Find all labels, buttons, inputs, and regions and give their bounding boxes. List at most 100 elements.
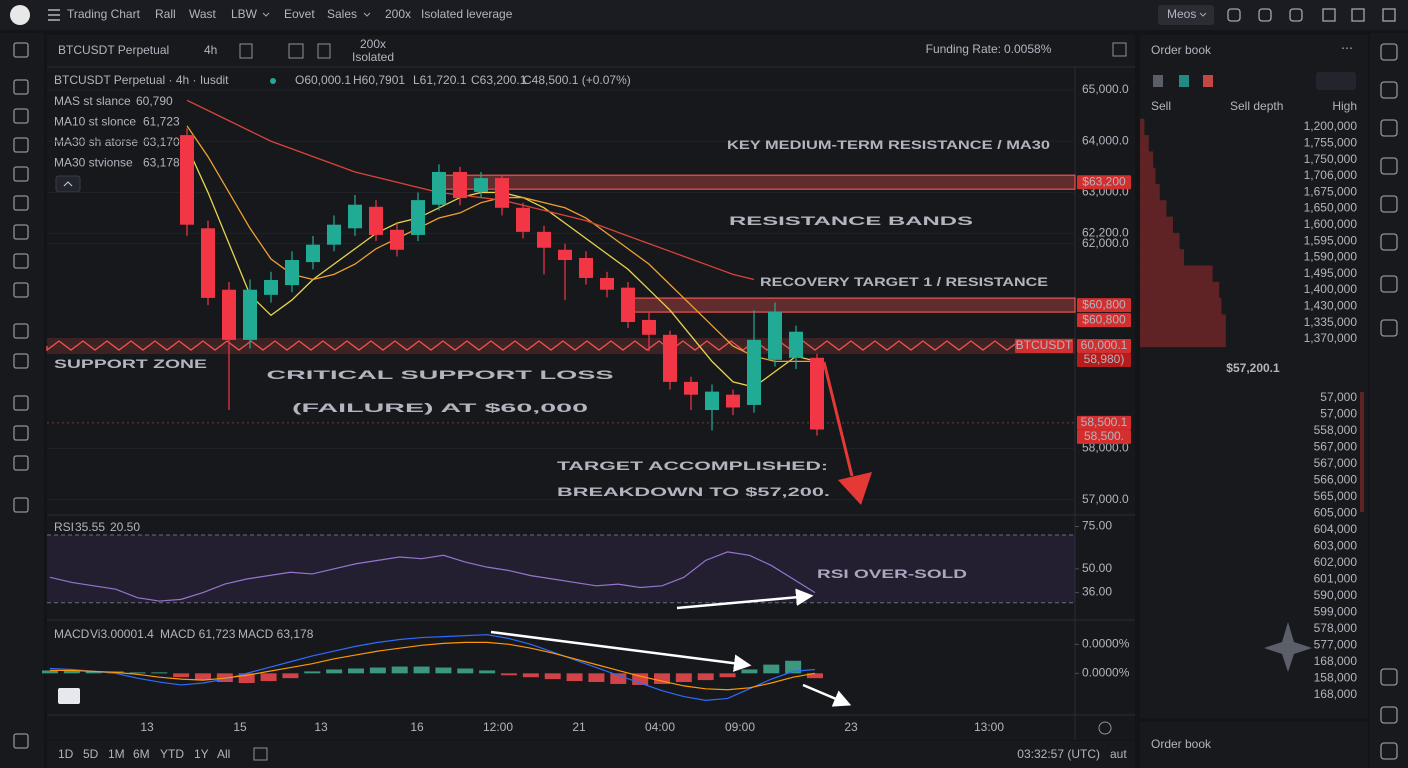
- range-button[interactable]: 1D: [58, 747, 74, 761]
- drawing-tool-icon[interactable]: [13, 42, 29, 58]
- drawing-tool-icon[interactable]: [13, 282, 29, 298]
- indicators-icon[interactable]: [288, 43, 304, 59]
- range-button[interactable]: All: [217, 747, 230, 761]
- price-tag-bg: [1077, 313, 1131, 328]
- window-icon[interactable]: [1289, 8, 1303, 22]
- range-button[interactable]: 5D: [83, 747, 99, 761]
- macd-histogram-bar: [304, 671, 321, 674]
- drawing-tool-icon[interactable]: [13, 353, 29, 369]
- top-menu-item[interactable]: Eovet: [284, 7, 315, 21]
- y-tick-label: 0.0000%: [1082, 666, 1130, 680]
- bid-price: 601,000: [1314, 572, 1358, 586]
- ask-depth-bar: [1140, 232, 1180, 250]
- top-menu-item[interactable]: 200x: [385, 7, 411, 21]
- macd-histogram-bar: [326, 669, 343, 674]
- drawing-tool-icon[interactable]: [13, 253, 29, 269]
- book-view-icon[interactable]: [1153, 75, 1163, 87]
- menu-icon[interactable]: [48, 9, 60, 21]
- live-dot: [270, 78, 276, 84]
- macd-signal-label: Vi3.00001.4: [90, 627, 154, 641]
- legend-title: BTCUSDT Perpetual · 4h · Iusdit: [54, 73, 229, 87]
- ask-price: 1,706,000: [1304, 168, 1358, 182]
- drawing-tool-icon[interactable]: [13, 108, 29, 124]
- formula-icon[interactable]: [317, 43, 331, 59]
- side-panel-icon[interactable]: [1380, 742, 1398, 760]
- rsi-line: [49, 551, 816, 602]
- interval-button[interactable]: 4h: [204, 43, 217, 57]
- top-menu-item[interactable]: Rall: [155, 7, 176, 21]
- account-name[interactable]: Meos: [1167, 7, 1196, 21]
- last-price: $57,200.1: [1226, 361, 1280, 375]
- ask-depth-bar: [1140, 249, 1184, 266]
- side-panel-icon[interactable]: [1380, 43, 1398, 61]
- drawing-tool-icon[interactable]: [13, 497, 29, 513]
- symbol-name[interactable]: BTCUSDT Perpetual: [58, 43, 169, 57]
- top-menu-item[interactable]: Wast: [189, 7, 217, 21]
- dropdown-caret: [262, 12, 270, 17]
- window-icon[interactable]: [1382, 8, 1396, 22]
- range-button[interactable]: YTD: [160, 747, 184, 761]
- range-button[interactable]: 1Y: [194, 747, 209, 761]
- range-button[interactable]: 1M: [108, 747, 125, 761]
- window-icon[interactable]: [1227, 8, 1241, 22]
- x-tick-label: 16: [410, 720, 424, 734]
- macd-histogram-bar: [173, 673, 190, 678]
- drawing-tool-icon[interactable]: [13, 195, 29, 211]
- side-panel-icon[interactable]: [1380, 275, 1398, 293]
- side-panel-icon[interactable]: [1380, 195, 1398, 213]
- book-view-icon[interactable]: [1179, 75, 1189, 87]
- chart-type-icon[interactable]: [239, 43, 253, 59]
- candle-body: [432, 171, 446, 205]
- drawing-tool-icon[interactable]: [13, 224, 29, 240]
- side-panel-icon[interactable]: [1380, 157, 1398, 175]
- ask-depth-bar: [1140, 151, 1154, 168]
- window-icon[interactable]: [1322, 8, 1336, 22]
- window-icon[interactable]: [1258, 8, 1272, 22]
- annotation: TARGET ACCOMPLISHED:: [557, 459, 828, 473]
- candle-body: [663, 334, 677, 382]
- indicator-value: 60,790: [136, 94, 173, 108]
- bid-price: 603,000: [1314, 539, 1358, 553]
- book-view-icon[interactable]: [1203, 75, 1213, 87]
- window-icon[interactable]: [1351, 8, 1365, 22]
- ask-depth-bar: [1140, 265, 1213, 282]
- leverage-value[interactable]: 200x: [360, 37, 386, 51]
- bid-price: 567,000: [1314, 456, 1358, 470]
- ohlc-value: O60,000.1: [295, 73, 351, 87]
- range-button[interactable]: 6M: [133, 747, 150, 761]
- drawing-tool-icon[interactable]: [13, 733, 29, 749]
- side-panel-icon[interactable]: [1380, 706, 1398, 724]
- date-range-icon[interactable]: [253, 747, 268, 761]
- drawing-tool-icon[interactable]: [13, 455, 29, 471]
- drawing-tool-icon[interactable]: [13, 395, 29, 411]
- goto-realtime-button[interactable]: [1098, 721, 1112, 735]
- more-menu[interactable]: ⋯: [1341, 41, 1353, 55]
- drawing-tool-icon[interactable]: [13, 166, 29, 182]
- ask-price: 1,495,000: [1304, 266, 1358, 280]
- side-panel-icon[interactable]: [1380, 668, 1398, 686]
- drawing-tool-icon[interactable]: [13, 323, 29, 339]
- top-menu-item[interactable]: Sales: [327, 7, 357, 21]
- margin-mode[interactable]: Isolated: [352, 50, 394, 64]
- top-menu-item[interactable]: LBW: [231, 7, 258, 21]
- auto-scale-button[interactable]: aut: [1110, 747, 1127, 761]
- side-panel-icon[interactable]: [1380, 319, 1398, 337]
- side-panel-icon[interactable]: [1380, 81, 1398, 99]
- precision-selector[interactable]: [1316, 72, 1356, 90]
- candle-body: [222, 289, 236, 340]
- drawing-tool-icon[interactable]: [13, 79, 29, 95]
- panel-title[interactable]: Order book: [1151, 737, 1212, 751]
- ohlc-value: L61,720.1: [413, 73, 467, 87]
- left-toolbar: [0, 33, 44, 768]
- side-panel-icon[interactable]: [1380, 233, 1398, 251]
- app-logo[interactable]: [10, 5, 30, 25]
- top-menu-item[interactable]: Trading Chart: [67, 7, 141, 21]
- fullscreen-icon[interactable]: [1112, 42, 1127, 57]
- account-button[interactable]: [1158, 5, 1214, 25]
- y-tick-label: 62,000.0: [1082, 236, 1129, 250]
- macd-histogram-bar: [697, 673, 714, 681]
- drawing-tool-icon[interactable]: [13, 137, 29, 153]
- drawing-tool-icon[interactable]: [13, 425, 29, 441]
- side-panel-icon[interactable]: [1380, 119, 1398, 137]
- collapse-legend-button[interactable]: [55, 175, 81, 193]
